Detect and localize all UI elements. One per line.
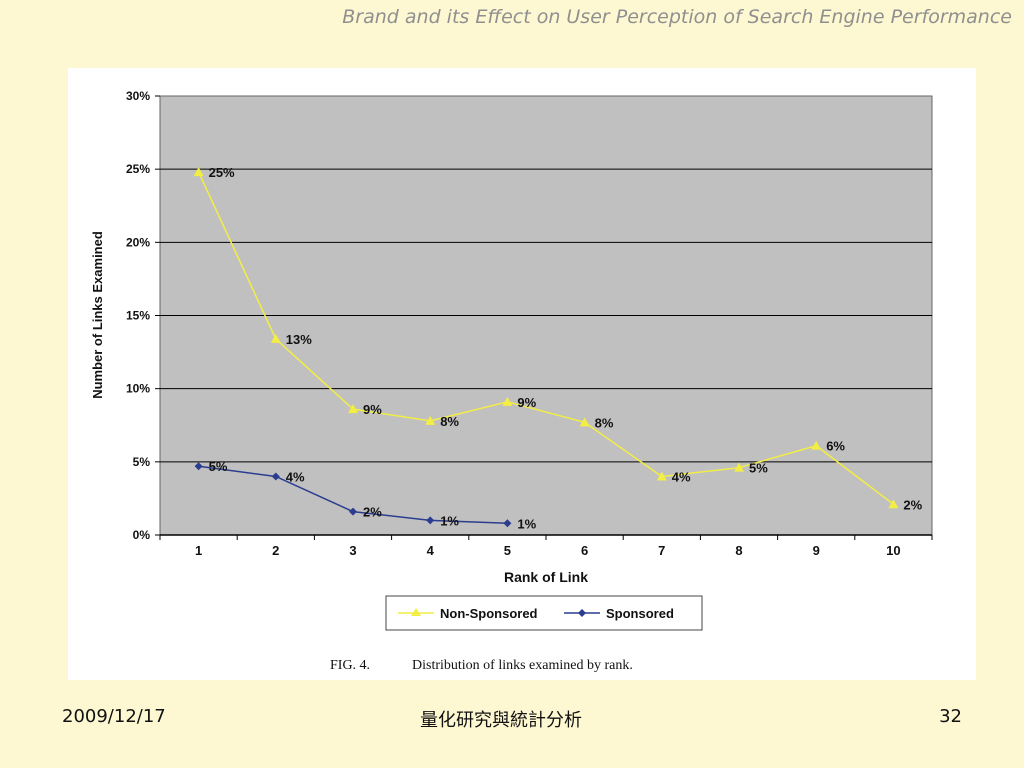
data-point (811, 440, 822, 450)
x-tick-label: 2 (272, 543, 279, 558)
series-line (197, 171, 894, 505)
x-tick-label: 1 (195, 543, 202, 558)
data-point (270, 333, 281, 343)
figure-caption-label: FIG. 4. (330, 658, 370, 673)
x-tick-label: 4 (427, 543, 435, 558)
x-tick-label: 6 (581, 543, 588, 558)
data-label: 9% (363, 402, 382, 417)
y-tick-label: 20% (126, 235, 150, 249)
data-label: 6% (826, 439, 845, 454)
data-point (348, 404, 358, 414)
data-label: 25% (209, 165, 235, 180)
legend-label-non-sponsored: Non-Sponsored (440, 606, 538, 621)
series-sponsored: 5% 4% 2% 1% 1% (194, 459, 537, 531)
data-label: 1% (440, 513, 459, 528)
figure-caption-text: Distribution of links examined by rank. (412, 658, 633, 673)
chart-legend: Non-Sponsored Sponsored (385, 595, 703, 631)
data-point (656, 471, 667, 481)
y-axis-label: Number of Links Examined (90, 231, 105, 399)
y-tick-label: 25% (126, 162, 150, 176)
data-point (425, 415, 436, 425)
data-label: 8% (595, 415, 614, 430)
data-point (194, 462, 203, 471)
data-point (426, 516, 435, 525)
slide-header-title: Brand and its Effect on User Perception … (342, 6, 1012, 28)
footer-date: 2009/12/17 (62, 706, 166, 727)
data-label: 5% (209, 459, 228, 474)
data-point (734, 462, 744, 472)
data-point (349, 507, 357, 516)
x-tick-label: 9 (813, 543, 820, 558)
series-non-sponsored: 25% 13% 9% 8% 9% 8% 4% 5% 6% 2% (193, 165, 923, 512)
data-label: 9% (517, 395, 536, 410)
legend-marker-sponsored (578, 609, 586, 617)
data-label: 2% (903, 497, 922, 512)
y-tick-label: 30% (126, 89, 150, 103)
line-chart: 0% 5% 10% 15% 20% 25% 30% 1 2 3 4 5 6 7 8 9 10 Number o… (90, 89, 933, 673)
data-point (888, 499, 899, 509)
data-label: 4% (286, 469, 305, 484)
data-label: 4% (672, 469, 691, 484)
y-tick-label: 10% (126, 382, 150, 396)
y-tick-label: 15% (126, 309, 150, 323)
legend-box (385, 595, 703, 631)
data-point (193, 167, 204, 177)
data-label: 1% (517, 516, 536, 531)
legend-marker-non-sponsored (411, 608, 421, 616)
page-number: 32 (939, 706, 962, 727)
data-point (502, 396, 513, 406)
y-tick-label: 5% (133, 455, 151, 469)
x-tick-label: 7 (658, 543, 665, 558)
x-axis-label: Rank of Link (504, 569, 588, 585)
data-point (579, 417, 590, 427)
y-tick-label: 0% (133, 528, 151, 542)
x-tick-label: 10 (886, 543, 900, 558)
x-tick-label: 3 (349, 543, 356, 558)
data-point (271, 472, 280, 481)
data-point (503, 519, 512, 528)
x-tick-label: 5 (504, 543, 511, 558)
data-label: 8% (440, 414, 459, 429)
figure-panel: 0% 5% 10% 15% 20% 25% 30% 1 2 3 4 5 6 7 8 9 10 Number o… (68, 68, 976, 680)
legend-label-sponsored: Sponsored (606, 606, 674, 621)
data-label: 5% (749, 461, 768, 476)
x-tick-label: 8 (735, 543, 742, 558)
data-label: 13% (286, 332, 312, 347)
footer-course-title: 量化研究與統計分析 (420, 710, 582, 731)
data-label: 2% (363, 505, 382, 520)
